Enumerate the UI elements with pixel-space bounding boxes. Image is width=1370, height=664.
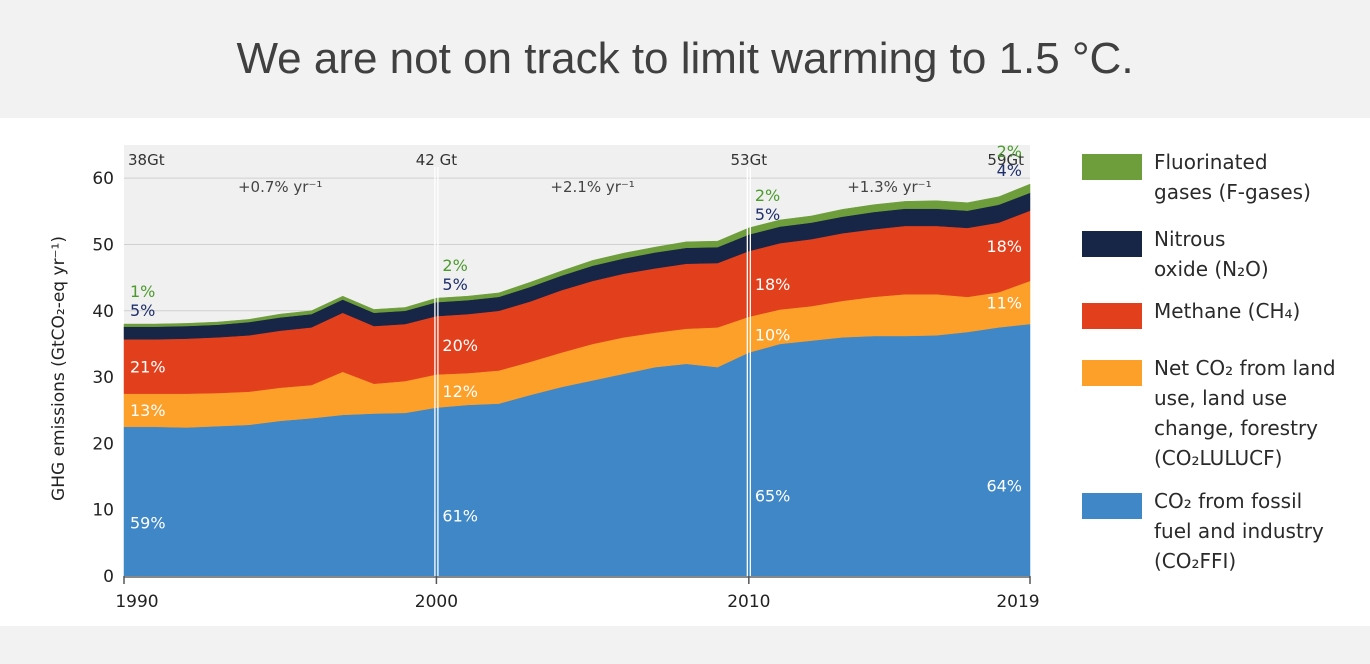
- share-ffi-1990: 59%: [130, 513, 166, 532]
- share-ffi-2000: 61%: [442, 506, 478, 525]
- x-tick-label-2000: 2000: [415, 592, 458, 612]
- share-fgases-1990: 1%: [130, 282, 155, 301]
- share-ffi-2010: 65%: [755, 487, 791, 506]
- legend-label-n2o-line-1: oxide (N₂O): [1154, 257, 1269, 281]
- growth-rate-label-2010: +1.3% yr⁻¹: [847, 178, 931, 196]
- share-n2o-2019: 4%: [997, 161, 1022, 180]
- share-lulucf-2000: 12%: [442, 382, 478, 401]
- y-tick-label-50: 50: [92, 235, 114, 255]
- share-lulucf-2019: 11%: [986, 293, 1022, 312]
- growth-rate-label-2000: +2.1% yr⁻¹: [550, 178, 634, 196]
- share-lulucf-1990: 13%: [130, 401, 166, 420]
- emissions-area-chart: 1990 2000 2010 2019 0 10 20 30 40 50 60 GHG emissio…: [49, 142, 1040, 612]
- legend-label-lulucf-line-3: (CO₂LULUCF): [1154, 446, 1283, 470]
- x-tick-label-2019: 2019: [996, 592, 1039, 612]
- y-tick-label-20: 20: [92, 434, 114, 454]
- legend-swatch-n2o: [1082, 231, 1142, 257]
- total-label-1990: 38Gt: [128, 151, 165, 169]
- share-n2o-2000: 5%: [442, 275, 467, 294]
- legend-label-ffi-line-1: fuel and industry: [1154, 519, 1324, 543]
- share-ch4-1990: 21%: [130, 357, 166, 376]
- y-tick-label-60: 60: [92, 169, 114, 189]
- share-fgases-2010: 2%: [755, 186, 780, 205]
- x-tick-label-1990: 1990: [115, 592, 158, 612]
- growth-rate-label-1990: +0.7% yr⁻¹: [238, 178, 322, 196]
- x-tick-label-2010: 2010: [727, 592, 770, 612]
- y-tick-label-10: 10: [92, 501, 114, 521]
- legend-label-ffi-line-0: CO₂ from fossil: [1154, 489, 1303, 513]
- legend-label-n2o-line-0: Nitrous: [1154, 227, 1226, 251]
- legend-swatch-ffi: [1082, 493, 1142, 519]
- chart-panel: 1990 2000 2010 2019 0 10 20 30 40 50 60 GHG emissio…: [0, 118, 1370, 626]
- share-lulucf-2010: 10%: [755, 326, 791, 345]
- share-fgases-2000: 2%: [442, 256, 467, 275]
- legend-label-ffi-line-2: (CO₂FFI): [1154, 549, 1237, 573]
- total-label-2000: 42 Gt: [416, 151, 457, 169]
- y-tick-label-40: 40: [92, 302, 114, 322]
- series-area-4: [123, 183, 1031, 327]
- legend-label-ch4-line-0: Methane (CH₄): [1154, 299, 1301, 323]
- legend-swatch-ch4: [1082, 303, 1142, 329]
- slide-title: We are not on track to limit warming to …: [236, 34, 1134, 83]
- legend-label-lulucf-line-1: use, land use: [1154, 386, 1288, 410]
- y-axis-label: GHG emissions (GtCO₂-eq yr⁻¹): [49, 236, 69, 501]
- slide-header: We are not on track to limit warming to …: [0, 0, 1370, 118]
- share-fgases-2019: 2%: [997, 142, 1022, 161]
- y-tick-label-0: 0: [103, 567, 114, 587]
- share-ch4-2000: 20%: [442, 336, 478, 355]
- legend-swatch-fgases: [1082, 154, 1142, 180]
- legend-swatch-lulucf: [1082, 360, 1142, 386]
- legend-label-fgases-line-0: Fluorinated: [1154, 150, 1268, 174]
- total-label-2010: 53Gt: [731, 151, 768, 169]
- legend-label-fgases-line-1: gases (F-gases): [1154, 180, 1311, 204]
- share-ch4-2019: 18%: [986, 237, 1022, 256]
- share-n2o-1990: 5%: [130, 301, 155, 320]
- legend-label-lulucf-line-0: Net CO₂ from land: [1154, 356, 1336, 380]
- total-label-2019: 59Gt: [987, 151, 1024, 169]
- y-tick-label-30: 30: [92, 368, 114, 388]
- legend-label-lulucf-line-2: change, forestry: [1154, 416, 1319, 440]
- share-ch4-2010: 18%: [755, 275, 791, 294]
- share-ffi-2019: 64%: [986, 476, 1022, 495]
- share-n2o-2010: 5%: [755, 205, 780, 224]
